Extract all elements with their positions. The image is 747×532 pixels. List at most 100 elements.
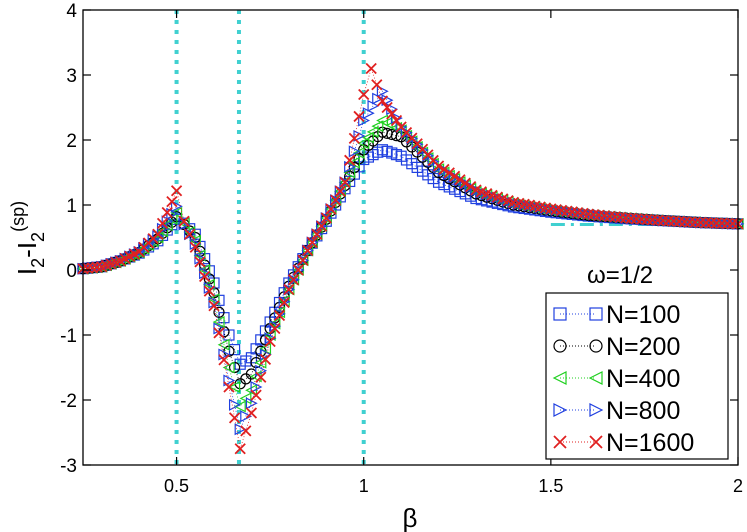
data-point	[228, 361, 241, 374]
data-point	[589, 307, 603, 321]
data-point	[292, 264, 304, 276]
data-point	[371, 120, 384, 133]
y-label-dash: -I	[12, 242, 42, 258]
data-point	[357, 137, 370, 150]
data-point	[269, 322, 281, 335]
data-point	[553, 435, 567, 449]
data-point	[330, 194, 342, 206]
data-point	[255, 364, 268, 377]
data-point	[234, 443, 246, 455]
data-point	[255, 371, 267, 383]
reference-lines	[174, 10, 366, 465]
data-point	[311, 228, 324, 241]
data-point	[273, 309, 286, 322]
data-point	[184, 228, 196, 240]
y-label-sub1: 2	[28, 258, 48, 268]
data-point	[330, 194, 342, 207]
data-point	[381, 101, 393, 114]
data-series	[76, 62, 745, 455]
data-point	[320, 212, 333, 224]
data-point	[362, 131, 374, 144]
plot-frame	[82, 9, 739, 466]
data-point	[553, 307, 567, 321]
data-point	[234, 423, 247, 436]
data-point	[297, 254, 310, 267]
y-label-sub2: 2	[28, 232, 48, 242]
data-point	[325, 203, 338, 216]
y-tick-label: 1	[66, 196, 77, 217]
data-point	[553, 403, 568, 417]
svg-text:I2-I2(sp): I2-I2(sp)	[8, 201, 48, 275]
data-point	[240, 355, 252, 367]
data-point	[213, 327, 225, 339]
data-point	[344, 154, 356, 166]
data-point	[207, 293, 220, 306]
data-point	[178, 215, 190, 227]
data-point	[459, 177, 471, 189]
data-point	[222, 361, 235, 374]
data-point	[170, 185, 183, 197]
data-point	[233, 400, 246, 413]
data-point	[188, 234, 201, 247]
data-point	[588, 371, 603, 385]
data-point	[311, 228, 323, 240]
data-point	[465, 180, 477, 193]
legend-label: N=800	[606, 397, 680, 425]
y-label-sup: (sp)	[8, 201, 28, 232]
data-point	[306, 236, 319, 249]
y-axis-label: I2-I2(sp)	[8, 201, 48, 275]
data-point	[348, 132, 360, 145]
data-point	[315, 220, 328, 232]
y-tick-label: 4	[66, 1, 77, 22]
data-point	[199, 270, 211, 283]
data-point	[339, 176, 352, 189]
data-point	[223, 381, 235, 393]
data-point	[334, 185, 347, 198]
data-point	[344, 160, 357, 173]
data-point	[228, 412, 241, 424]
data-point	[325, 203, 337, 215]
data-point	[228, 344, 241, 356]
data-point	[376, 95, 389, 107]
data-point	[91, 261, 103, 273]
data-point	[297, 254, 309, 266]
data-point	[283, 283, 296, 296]
data-point	[386, 108, 398, 120]
data-point	[366, 125, 379, 138]
data-point	[553, 339, 567, 353]
data-point	[189, 241, 201, 253]
data-point	[203, 285, 215, 297]
data-point	[217, 338, 230, 351]
y-tick-label: 3	[66, 66, 77, 87]
data-point	[223, 374, 236, 387]
data-point	[306, 236, 318, 249]
data-point	[278, 295, 291, 308]
data-point	[218, 354, 230, 366]
x-tick-label: 2	[733, 476, 743, 496]
data-point	[358, 88, 370, 101]
series-n-1600	[77, 62, 744, 455]
legend-label: N=100	[606, 301, 680, 329]
data-point	[287, 274, 300, 286]
data-point	[250, 389, 262, 401]
data-point	[156, 217, 169, 229]
data-point	[234, 358, 246, 370]
data-point	[184, 228, 197, 241]
data-point	[320, 212, 332, 224]
data-point	[448, 170, 461, 182]
data-point	[348, 145, 361, 158]
data-point	[240, 410, 253, 423]
data-point	[202, 278, 215, 291]
legend-label: N=400	[606, 365, 680, 393]
x-tick-label: 1.5	[538, 476, 563, 496]
y-label-i: I	[12, 268, 42, 275]
data-point	[250, 381, 263, 393]
data-point	[283, 283, 295, 296]
data-point	[438, 163, 450, 176]
x-tick-label: 0.5	[164, 476, 189, 496]
data-point	[589, 339, 603, 353]
data-point	[278, 296, 290, 309]
data-point	[245, 397, 258, 410]
data-point	[228, 381, 241, 393]
